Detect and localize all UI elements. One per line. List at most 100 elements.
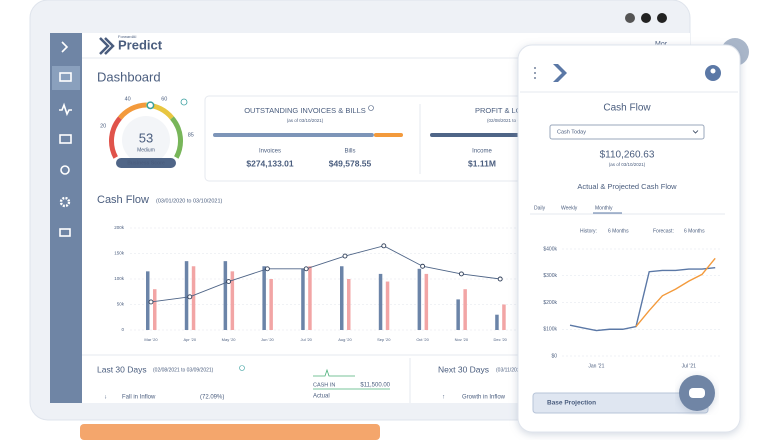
x-tick-label: Nov '20	[455, 337, 469, 342]
settings-icon[interactable]	[59, 196, 71, 208]
balance: $110,260.63	[600, 150, 655, 161]
info-icon[interactable]	[239, 365, 245, 371]
active-item[interactable]	[52, 66, 80, 90]
trend-point	[303, 266, 309, 272]
y-tick-label: $300k	[543, 273, 557, 279]
gauge-pill	[116, 158, 176, 168]
bar	[502, 304, 506, 330]
bar	[424, 273, 429, 330]
gauge-scale-label: 40	[125, 96, 131, 102]
section-range: (02/08/2021 to 03/09/2021)	[153, 367, 214, 373]
y-tick-label: $100k	[543, 327, 557, 333]
card-date: (as of 03/10/2021)	[287, 118, 324, 123]
bar	[340, 266, 344, 330]
x-tick-label: Jul '21	[682, 363, 697, 369]
dropdown-caret[interactable]	[692, 130, 699, 134]
x-tick-label: Oct '20	[416, 337, 429, 342]
pulse-icon[interactable]	[59, 102, 72, 117]
cash-in-label: CASH IN	[313, 382, 335, 388]
x-tick-label: Jun '20	[261, 337, 275, 342]
section-title: Next 30 Days	[438, 364, 489, 374]
bar	[301, 268, 305, 330]
item-label: Income	[472, 149, 492, 155]
gauge-band	[109, 116, 122, 159]
cash-in-type: Actual	[313, 394, 330, 400]
trend-point	[381, 243, 387, 249]
bar	[456, 299, 460, 330]
x-tick-label: Sep '20	[377, 337, 391, 342]
tab[interactable]: Monthly	[595, 205, 613, 211]
cash-flow-chart: 0 50k 100k 150k 200k Mar '20 Apr '20 May '20 Jun…	[114, 225, 520, 342]
gauge-band	[170, 116, 183, 159]
bar	[463, 289, 467, 330]
item-label: Bills	[344, 149, 355, 155]
y-tick-label: 200k	[114, 225, 125, 230]
decor-bar	[80, 424, 380, 440]
location-icon[interactable]	[60, 165, 70, 175]
gauge-marker	[146, 101, 155, 110]
laptop-icon[interactable]	[59, 228, 71, 237]
x-tick-label: Apr '20	[184, 337, 197, 342]
y-tick-label: 50k	[117, 302, 125, 307]
y-tick-label: 100k	[114, 276, 125, 281]
projection-chart: $0 $100k $200k $300k $400k Jan '21 Jul '21	[543, 246, 722, 369]
trend-point	[420, 263, 426, 269]
page-title: Dashboard	[97, 69, 161, 84]
info-icon[interactable]	[368, 105, 374, 111]
bar	[146, 271, 150, 330]
metric: Fall in Inflow	[122, 395, 156, 401]
income-bar	[430, 133, 530, 137]
progress-bars	[213, 133, 530, 137]
card-title: OUTSTANDING INVOICES & BILLS	[244, 106, 366, 115]
chat-icon[interactable]	[689, 388, 705, 398]
item-label: Invoices	[259, 149, 281, 155]
arrow: ↓	[104, 395, 107, 401]
gauge-label: Business Score	[127, 160, 165, 166]
chart-range: (03/01/2020 to 03/10/2021)	[156, 198, 223, 204]
bar	[308, 266, 312, 330]
y-tick-label: $0	[551, 353, 557, 359]
trend-point	[187, 294, 193, 300]
info-icon[interactable]	[180, 98, 188, 106]
chart-title: Cash Flow	[97, 194, 149, 206]
y-tick-label: $400k	[543, 246, 557, 252]
section-title: Last 30 Days	[97, 364, 147, 374]
tab[interactable]: Daily	[534, 205, 546, 211]
dropdown-value[interactable]: Cash Today	[557, 129, 586, 135]
phone-frame	[517, 44, 741, 433]
trend-point	[497, 276, 503, 282]
x-tick-label: May '20	[222, 337, 237, 342]
menu-dot[interactable]	[534, 67, 536, 69]
bar	[347, 279, 351, 330]
projection-button-label[interactable]: Base Projection	[547, 400, 596, 407]
user-menu[interactable]: Mor	[655, 41, 668, 48]
x-tick-label: Mar '20	[144, 337, 158, 342]
trend-point	[226, 279, 232, 284]
series-line	[569, 267, 716, 332]
gauge-scale-label: 85	[188, 133, 194, 139]
trend-point	[342, 253, 348, 259]
bar	[153, 289, 157, 330]
gauge-value: 53	[139, 130, 153, 145]
item-value: $274,133.01	[246, 158, 294, 168]
arrow: ↑	[442, 395, 445, 401]
y-tick-label: $200k	[543, 300, 557, 306]
trend-point	[458, 271, 464, 277]
history-value[interactable]: 6 Months	[608, 228, 629, 234]
menu-dot[interactable]	[534, 77, 536, 79]
card-title: PROFIT & LOSS	[475, 106, 532, 115]
expand-icon[interactable]	[61, 41, 69, 53]
window-dot	[657, 13, 667, 23]
tab[interactable]: Weekly	[561, 205, 578, 211]
report-icon[interactable]	[59, 134, 72, 144]
dropdown[interactable]	[549, 124, 705, 140]
menu-dot[interactable]	[534, 72, 536, 74]
dashboard-icon[interactable]	[59, 72, 72, 82]
series-line	[635, 257, 716, 328]
bar	[385, 281, 390, 330]
forecast-value[interactable]: 6 Months	[684, 228, 705, 234]
trend-point	[264, 266, 270, 272]
gauge-scale-label: 20	[100, 124, 106, 130]
phone-logo	[553, 64, 567, 82]
